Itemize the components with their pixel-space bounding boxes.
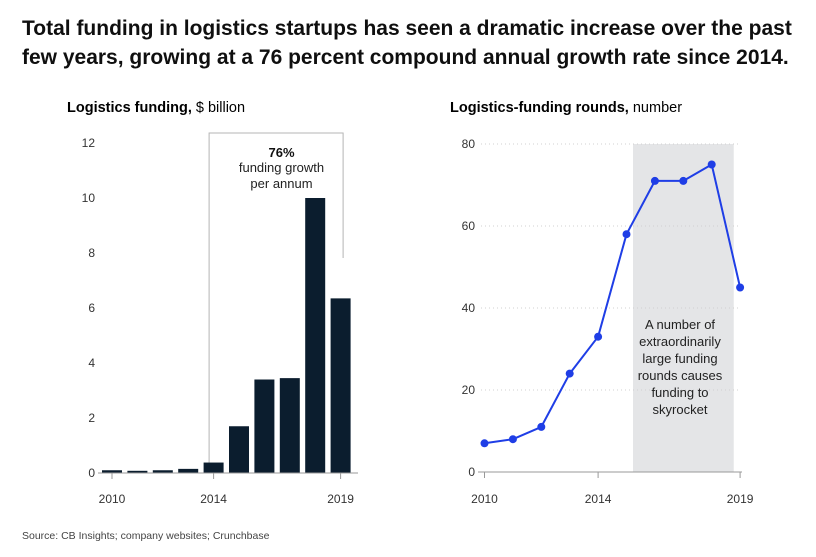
bar-y-tick-label: 2 [88,411,95,425]
point-2018 [707,160,716,169]
bar-2018 [305,198,326,473]
point-2014 [594,332,603,341]
highlight-text-line5: funding to [651,385,708,400]
bar-y-tick-label: 8 [88,246,95,260]
bar-x-axis: 2010 2014 2019 [99,473,354,506]
bar-2010 [102,470,122,473]
line-chart-title: Logistics-funding rounds, number [450,100,682,116]
bar-y-tick-label: 6 [88,301,95,315]
bar-chart: Logistics funding, $ billion 0 2 4 6 8 10 12 2… [67,100,358,506]
bar-2019 [330,298,351,473]
point-2017 [679,176,688,185]
line-y-tick-label: 80 [462,137,476,151]
line-x-tick-label: 2010 [471,492,498,506]
highlight-text-line6: skyrocket [653,402,708,417]
bar-2016 [254,379,275,473]
bar-chart-title-unit: $ billion [192,100,245,116]
bar-2013 [178,468,199,473]
point-2015 [622,230,631,239]
line-chart: Logistics-funding rounds, number 0 20 40 60… [450,100,754,506]
source-note: Source: CB Insights; company websites; C… [22,530,270,542]
line-chart-title-unit: number [629,100,682,116]
point-2010 [480,439,489,448]
line-y-tick-label: 60 [462,219,476,233]
growth-bracket-line [208,132,344,465]
point-2012 [537,422,546,431]
point-2016 [650,176,659,185]
bar-x-tick-label: 2010 [99,492,126,506]
bar-2012 [152,470,173,473]
bar-y-tick-label: 12 [82,136,96,150]
line-y-axis: 0 20 40 60 80 [462,137,740,479]
bar-x-tick-label: 2019 [327,492,354,506]
bar-y-tick-label: 0 [88,466,95,480]
growth-bracket [208,132,344,465]
line-y-tick-label: 0 [468,465,475,479]
bar-chart-title: Logistics funding, $ billion [67,100,245,116]
bar-2015 [229,426,249,473]
bar-x-tick-label: 2014 [200,492,227,506]
point-2013 [565,369,574,378]
line-x-tick-label: 2019 [727,492,754,506]
headline: Total funding in logistics startups has … [22,17,792,69]
bar-2011 [127,470,148,473]
bar-y-tick-label: 10 [82,191,96,205]
bar-chart-title-bold: Logistics funding, [67,100,192,116]
highlight-text-line3: large funding [642,351,717,366]
bar-series [102,198,351,473]
line-y-tick-label: 40 [462,301,476,315]
line-y-tick-label: 20 [462,383,476,397]
bar-y-axis: 0 2 4 6 8 10 12 [82,136,96,480]
highlight-text-line4: rounds causes [638,368,723,383]
bar-2014 [203,462,224,473]
growth-rate-label-line2: per annum [250,176,312,191]
highlight-text-line1: A number of [645,317,715,332]
line-chart-title-bold: Logistics-funding rounds, [450,100,629,116]
rounds-points [480,160,745,448]
growth-rate-value: 76% [268,145,294,160]
highlight-text-line2: extraordinarily [639,334,721,349]
line-x-axis: 2010 2014 2019 [471,472,754,506]
point-2019 [736,283,745,292]
bar-2017 [279,378,300,473]
line-x-tick-label: 2014 [585,492,612,506]
bar-y-tick-label: 4 [88,356,95,370]
growth-rate-label-line1: funding growth [239,160,324,175]
point-2011 [508,435,517,444]
highlight-annotation: A number of extraordinarily large fundin… [638,317,723,417]
rounds-line [484,163,742,445]
